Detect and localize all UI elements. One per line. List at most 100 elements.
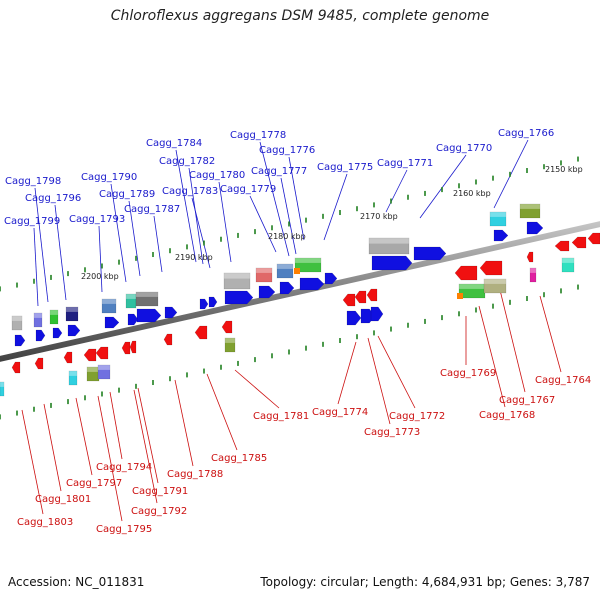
forward-tick [356, 206, 358, 212]
reverse-tick [135, 383, 137, 389]
forward-gene [52, 327, 63, 339]
feature-box [294, 257, 322, 273]
forward-gene [104, 316, 120, 329]
leader-line-reverse [206, 373, 238, 451]
gene-label-reverse: Cagg_1803 [17, 517, 73, 528]
feature-box [223, 272, 251, 290]
leader-line-forward [188, 167, 204, 265]
feature-box-small [457, 293, 463, 299]
feature-box [489, 211, 507, 227]
reverse-tick [16, 410, 18, 416]
feature-box-shine [256, 268, 272, 273]
leader-line-forward [323, 173, 348, 241]
reverse-tick [407, 322, 409, 328]
gene-label-reverse: Cagg_1768 [479, 410, 535, 421]
gene-label-reverse: Cagg_1797 [66, 478, 122, 489]
gene-label-forward: Cagg_1796 [25, 193, 81, 204]
gene-label-reverse: Cagg_1774 [312, 407, 368, 418]
feature-box [368, 237, 410, 255]
genome-backbone [0, 221, 600, 362]
reverse-tick [84, 395, 86, 401]
reverse-tick [33, 406, 35, 412]
leader-line-forward [249, 195, 277, 253]
reverse-tick [509, 299, 511, 305]
forward-tick [67, 271, 69, 277]
forward-tick [84, 267, 86, 273]
forward-gene [164, 306, 178, 319]
forward-gene [279, 281, 295, 295]
forward-tick [237, 232, 239, 238]
reverse-gene [121, 341, 131, 355]
reverse-tick [441, 315, 443, 321]
reverse-gene [194, 325, 208, 340]
leader-line-forward [191, 197, 211, 269]
forward-tick [220, 236, 222, 242]
leader-line-forward [98, 225, 103, 293]
map-title: Chloroflexus aggregans DSM 9485, complet… [110, 8, 490, 24]
forward-tick [254, 229, 256, 235]
leader-line-reverse [133, 389, 158, 504]
leader-line-forward [385, 169, 408, 213]
leader-line-forward [175, 149, 197, 263]
gene-label-forward: Cagg_1776 [259, 145, 315, 156]
reverse-tick [356, 334, 358, 340]
feature-box [276, 263, 294, 279]
forward-gene [127, 313, 139, 326]
reverse-tick [152, 380, 154, 386]
gene-label-forward: Cagg_1778 [230, 130, 286, 141]
scale-label: 2180 kbp [268, 232, 306, 241]
feature-box [65, 306, 79, 322]
reverse-tick [543, 292, 545, 298]
feature-box-shine [98, 365, 110, 370]
gene-label-forward: Cagg_1777 [251, 166, 307, 177]
leader-line-reverse [478, 305, 506, 408]
gene-label-forward: Cagg_1770 [436, 143, 492, 154]
gene-label-forward: Cagg_1799 [4, 216, 60, 227]
leader-line-forward [110, 183, 127, 283]
feature-box-shine [490, 212, 506, 217]
gene-label-reverse: Cagg_1801 [35, 494, 91, 505]
feature-box-shine [295, 258, 321, 263]
reverse-tick [271, 353, 273, 359]
accession-text: Accession: NC_011831 [8, 575, 145, 589]
leader-line-forward [34, 187, 49, 303]
scale-label: 2160 kbp [453, 189, 491, 198]
reverse-tick [373, 330, 375, 336]
forward-tick [33, 278, 35, 284]
reverse-tick [560, 288, 562, 294]
gene-label-reverse: Cagg_1781 [253, 411, 309, 422]
forward-tick [560, 160, 562, 166]
forward-tick [577, 156, 579, 162]
gene-label-forward: Cagg_1793 [69, 214, 125, 225]
forward-gene [258, 285, 276, 299]
gene-labels: 2150 kbp 2160 kbp 2170 kbp 2180 kbp 2190 kbp… [4, 128, 591, 535]
feature-box [49, 309, 59, 325]
feature-box [135, 291, 159, 307]
reverse-gene [342, 293, 356, 307]
leader-line-reverse [377, 335, 416, 409]
reverse-gene [221, 320, 233, 334]
reverse-tick [0, 414, 1, 420]
leader-line-reverse [174, 379, 194, 467]
leader-line-reverse [234, 369, 280, 409]
feature-box-shine [66, 307, 78, 312]
reverse-tick [67, 399, 69, 405]
gene-label-reverse: Cagg_1769 [440, 368, 496, 379]
reverse-gene [34, 357, 44, 370]
reverse-tick [203, 368, 205, 374]
leader-line-forward [280, 177, 297, 255]
gene-label-forward: Cagg_1790 [81, 172, 137, 183]
reverse-tick [339, 338, 341, 344]
label-leader-lines [21, 139, 562, 522]
gene-label-forward: Cagg_1775 [317, 162, 373, 173]
reverse-tick [50, 402, 52, 408]
leader-line-reverse [499, 289, 526, 393]
feature-box-shine [102, 299, 116, 304]
scale-label: 2170 kbp [360, 212, 398, 221]
forward-gene [526, 221, 544, 235]
feature-box [255, 267, 273, 283]
feature-box-small [294, 268, 300, 274]
reverse-gene [63, 351, 73, 364]
reverse-tick [526, 296, 528, 302]
reverse-gene [571, 236, 587, 249]
